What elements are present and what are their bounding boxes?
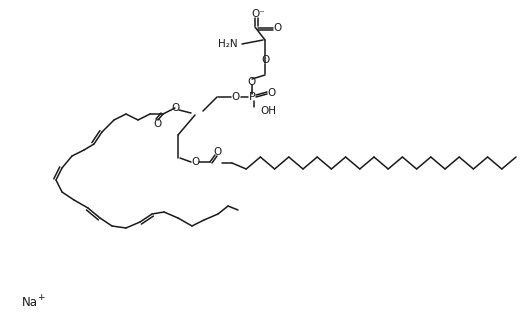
Text: O: O bbox=[171, 103, 179, 113]
Text: O: O bbox=[191, 157, 199, 167]
Text: Na: Na bbox=[22, 295, 38, 308]
Text: H₂N: H₂N bbox=[219, 39, 238, 49]
Text: O: O bbox=[154, 119, 162, 129]
Text: +: + bbox=[37, 292, 44, 301]
Text: P: P bbox=[249, 92, 256, 102]
Text: O: O bbox=[214, 147, 222, 157]
Text: O: O bbox=[232, 92, 240, 102]
Text: O: O bbox=[248, 77, 256, 87]
Text: O: O bbox=[274, 23, 282, 33]
Text: O: O bbox=[261, 55, 269, 65]
Text: O⁻: O⁻ bbox=[251, 9, 265, 19]
Text: OH: OH bbox=[260, 106, 276, 116]
Text: O: O bbox=[268, 88, 276, 98]
